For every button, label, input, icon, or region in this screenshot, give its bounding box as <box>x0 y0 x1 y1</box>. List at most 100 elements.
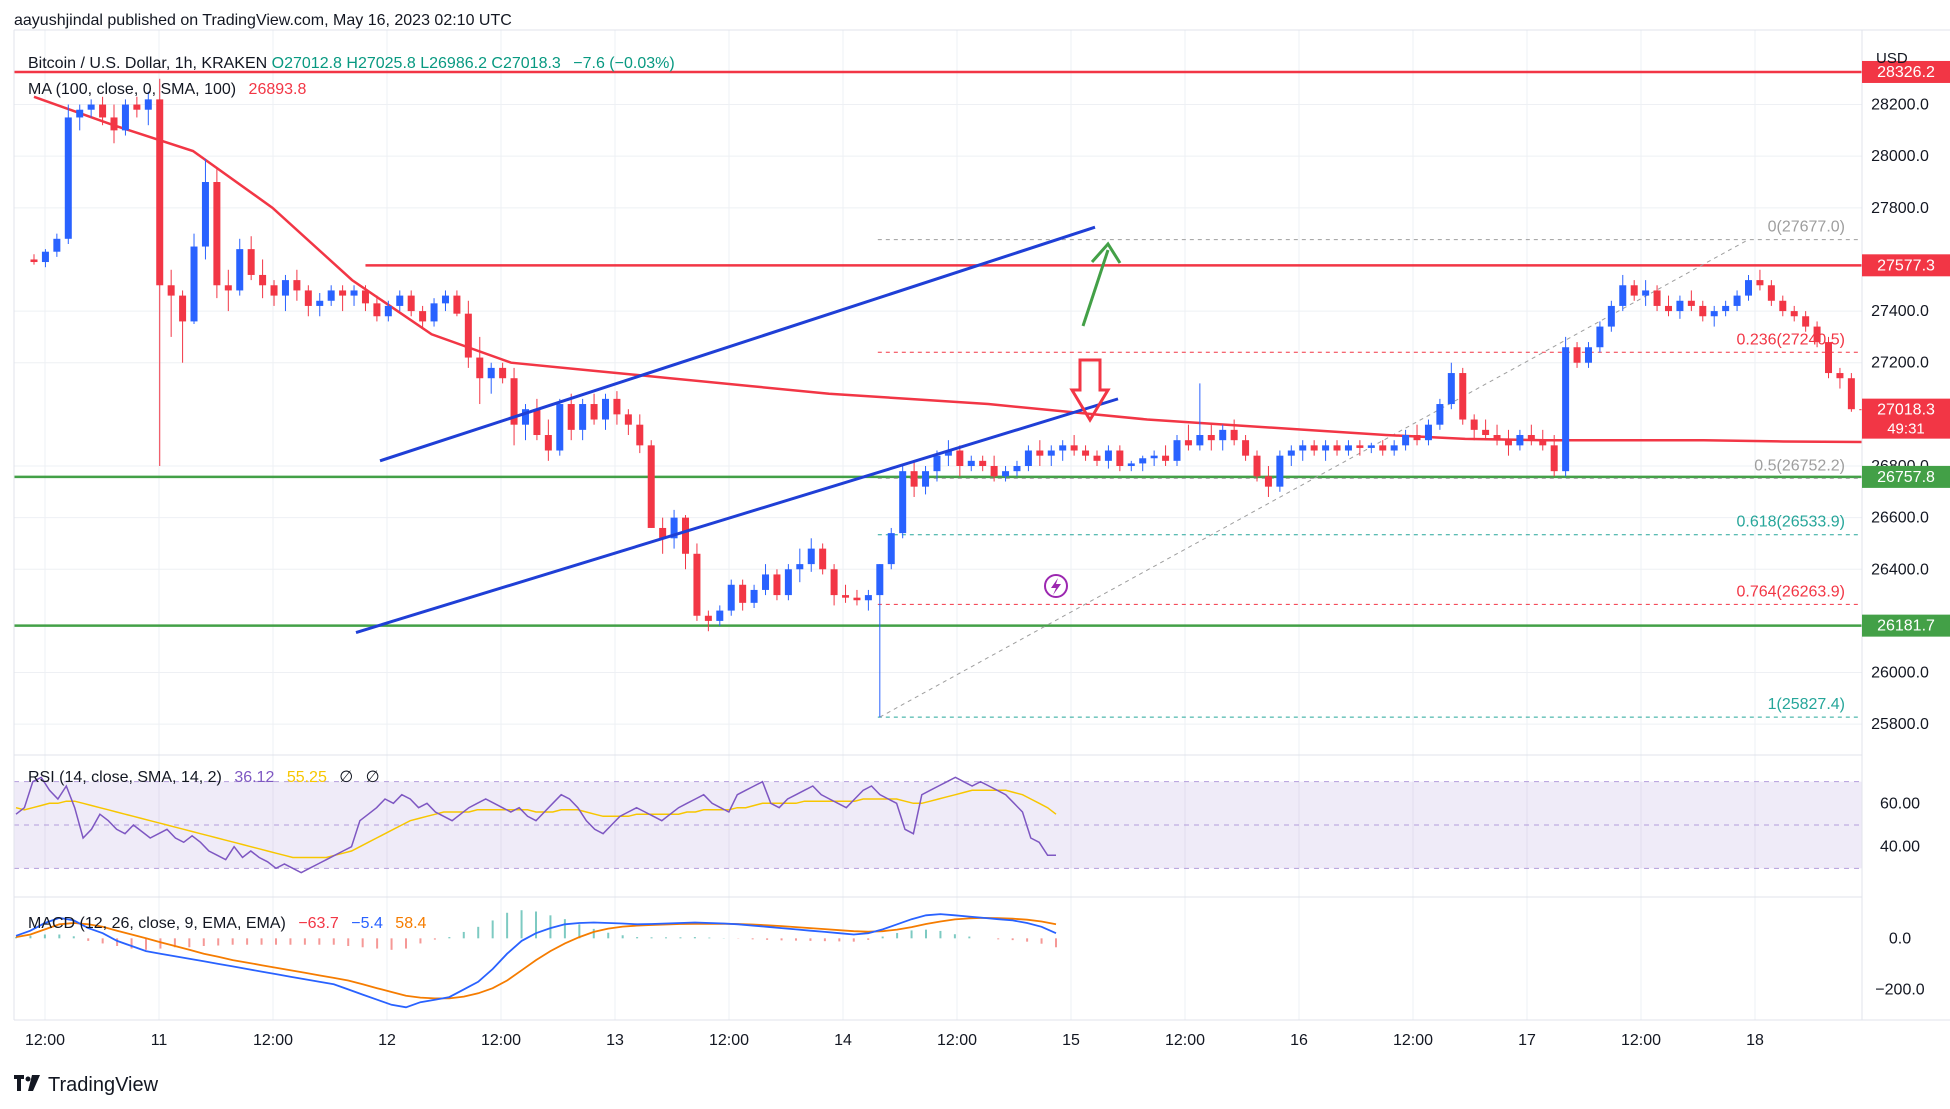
candle-body <box>1630 285 1638 296</box>
candle-body <box>327 290 335 301</box>
candle-body <box>1813 326 1821 343</box>
candle <box>407 290 415 317</box>
candle-body <box>567 404 575 430</box>
candle <box>1562 336 1570 477</box>
candle <box>1184 424 1192 451</box>
down-arrow <box>1069 358 1111 423</box>
x-tick-label: 16 <box>1290 1032 1308 1049</box>
candle-body <box>1253 455 1261 477</box>
candle <box>236 238 244 296</box>
change-value: −7.6 (−0.03%) <box>573 55 675 72</box>
candle <box>430 298 438 327</box>
candle <box>1607 300 1615 332</box>
rsi-pane <box>14 754 1950 874</box>
fib-label: 0.5(26752.2) <box>1754 457 1845 474</box>
macd-hist-value: −63.7 <box>298 915 339 932</box>
candle <box>510 367 518 446</box>
candle <box>1047 445 1055 466</box>
ma-legend[interactable]: MA (100, close, 0, SMA, 100) 26893.8 <box>28 81 306 99</box>
ma-legend-value: 26893.8 <box>248 81 307 98</box>
candle-body <box>179 295 187 322</box>
candle-body <box>1310 445 1318 451</box>
candle-body <box>167 285 175 296</box>
candle-body <box>1413 435 1421 441</box>
fibonacci-levels: 0(27677.0)0.236(27240.5)0.5(26752.2)0.61… <box>877 219 1860 718</box>
candle <box>1299 440 1307 461</box>
candle <box>1779 295 1787 317</box>
candle-body <box>933 455 941 472</box>
candle-body <box>739 584 747 603</box>
candle <box>350 285 358 306</box>
candle-body <box>41 251 49 263</box>
candle <box>384 300 392 322</box>
price-tag: 26757.8 <box>1862 465 1950 488</box>
candle-body <box>1356 445 1364 448</box>
candle-body <box>1047 450 1055 456</box>
fib-label: 1(25827.4) <box>1768 696 1845 713</box>
currency-label: USD <box>1876 50 1908 67</box>
candle-body <box>1733 295 1741 306</box>
x-tick-label: 12:00 <box>1393 1032 1433 1049</box>
price-tag-text: 28326.2 <box>1877 64 1935 81</box>
candle-body <box>259 274 267 286</box>
candle <box>133 96 141 118</box>
candle-body <box>1116 450 1124 466</box>
candle <box>316 293 324 317</box>
candle <box>1745 274 1752 301</box>
candle-body <box>87 104 95 110</box>
price-tag: 26181.7 <box>1862 614 1950 637</box>
x-tick-label: 12 <box>378 1032 396 1049</box>
candle-body <box>247 249 255 275</box>
rsi-tick-label: 60.00 <box>1880 795 1920 812</box>
y-tick-label: 27400.0 <box>1871 303 1929 320</box>
brand-footer[interactable]: TradingView <box>14 1074 158 1097</box>
rsi-legend[interactable]: RSI (14, close, SMA, 14, 2) 36.12 55.25 … <box>28 767 380 787</box>
up-arrow-shaft <box>1081 249 1110 327</box>
candle <box>773 569 781 601</box>
candle-body <box>1493 435 1501 441</box>
candle-body <box>1722 305 1730 312</box>
candle <box>899 466 907 539</box>
fib-label: 0(27677.0) <box>1768 219 1845 236</box>
price-tag-bg <box>1862 465 1950 488</box>
candle <box>1264 466 1272 497</box>
candle <box>990 455 998 482</box>
candle <box>544 419 552 461</box>
candle-body <box>1573 347 1581 363</box>
candle <box>1630 280 1638 301</box>
price-tag-bg <box>1862 614 1950 637</box>
candle-body <box>441 295 449 304</box>
candles-layer <box>30 78 1867 718</box>
candle <box>1322 440 1330 461</box>
publisher-text: aayushjindal published on TradingView.co… <box>14 12 512 29</box>
candle-body <box>476 357 484 379</box>
price-tag-bg <box>1862 398 1950 439</box>
candle <box>922 466 930 495</box>
candle-body <box>213 182 221 286</box>
candle <box>1459 367 1467 425</box>
candle <box>1402 429 1410 451</box>
alert-badge-icon <box>1044 574 1068 598</box>
candle <box>750 584 758 608</box>
candle <box>1767 280 1775 306</box>
candle <box>361 285 369 312</box>
candle-body <box>853 597 861 601</box>
candle <box>1207 424 1215 451</box>
candle <box>1162 445 1170 466</box>
candle-body <box>1070 445 1078 451</box>
candle <box>853 589 861 606</box>
candle <box>30 254 38 265</box>
candle <box>179 290 187 363</box>
rsi-tick-label: 40.00 <box>1880 839 1920 856</box>
candle-body <box>1059 445 1067 451</box>
channel-upper-line <box>379 225 1096 463</box>
close-value: C27018.3 <box>491 55 561 72</box>
y-tick-label: 26600.0 <box>1871 510 1929 527</box>
badge-bolt <box>1051 578 1061 595</box>
macd-legend[interactable]: MACD (12, 26, close, 9, EMA, EMA) −63.7 … <box>28 915 426 933</box>
candle-body <box>544 435 552 451</box>
candle <box>270 280 278 306</box>
candle-body <box>1447 373 1455 405</box>
candle <box>1756 269 1764 291</box>
